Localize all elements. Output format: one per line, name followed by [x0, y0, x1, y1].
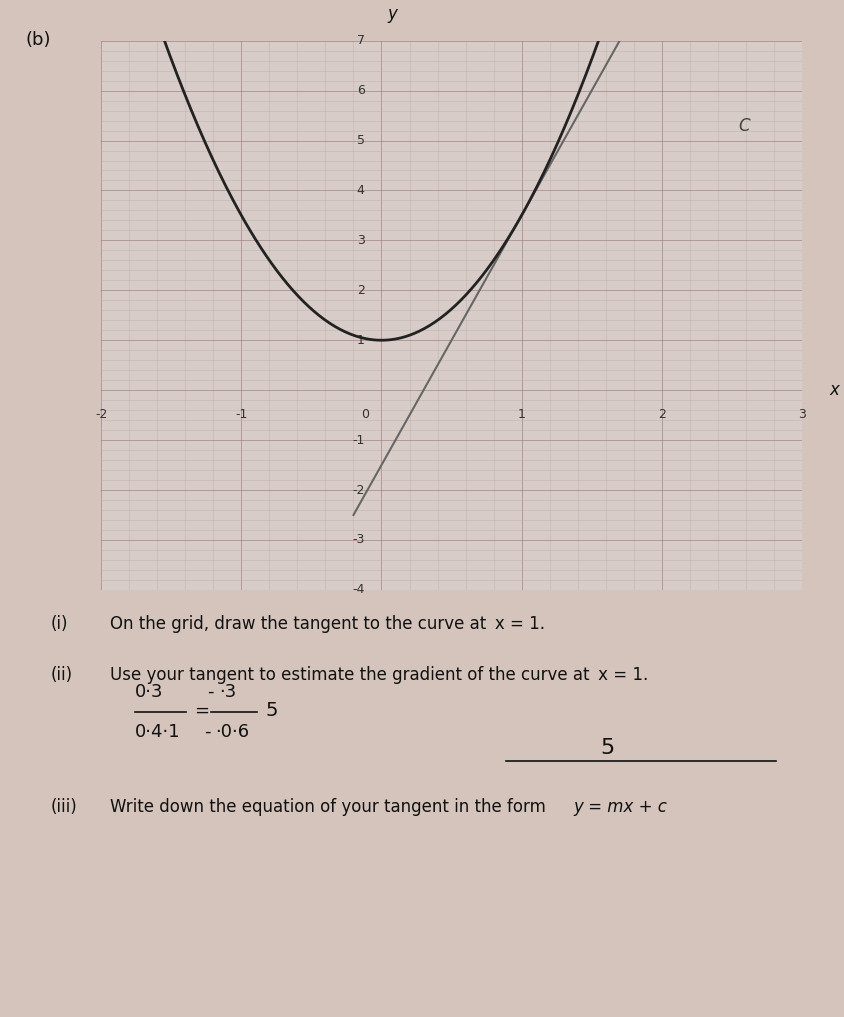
Text: Use your tangent to estimate the gradient of the curve at  x = 1.: Use your tangent to estimate the gradien…	[110, 666, 648, 684]
Text: =: =	[194, 702, 209, 720]
Text: ·0·6: ·0·6	[215, 723, 249, 741]
Text: -: -	[204, 723, 211, 741]
Text: -2: -2	[352, 483, 365, 496]
Text: 2: 2	[357, 284, 365, 297]
Text: (iii): (iii)	[51, 798, 78, 817]
Text: y: y	[387, 5, 398, 23]
Text: On the grid, draw the tangent to the curve at  x = 1.: On the grid, draw the tangent to the cur…	[110, 615, 544, 634]
Text: (b): (b)	[25, 31, 51, 49]
Text: x: x	[830, 381, 840, 399]
Text: 5: 5	[266, 702, 279, 720]
Text: 0·4·1: 0·4·1	[135, 723, 181, 741]
Text: 7: 7	[357, 35, 365, 47]
Text: 5: 5	[357, 134, 365, 147]
Text: 2: 2	[657, 408, 666, 421]
Text: 0·3: 0·3	[135, 682, 164, 701]
Text: -: -	[207, 682, 214, 701]
Text: 6: 6	[357, 84, 365, 97]
Text: 1: 1	[517, 408, 526, 421]
Text: y = mx + c: y = mx + c	[574, 798, 668, 817]
Text: Write down the equation of your tangent in the form: Write down the equation of your tangent …	[110, 798, 545, 817]
Text: 5: 5	[601, 737, 614, 758]
Text: -2: -2	[95, 408, 107, 421]
Text: -3: -3	[352, 534, 365, 546]
Text: (i): (i)	[51, 615, 68, 634]
Text: ·3: ·3	[219, 682, 236, 701]
Text: (ii): (ii)	[51, 666, 73, 684]
Text: -1: -1	[235, 408, 247, 421]
Text: C: C	[738, 117, 750, 134]
Text: 1: 1	[357, 334, 365, 347]
Text: -1: -1	[352, 433, 365, 446]
Text: 3: 3	[798, 408, 806, 421]
Text: 0: 0	[360, 408, 369, 421]
Text: 4: 4	[357, 184, 365, 197]
Text: 3: 3	[357, 234, 365, 247]
Text: -4: -4	[352, 584, 365, 596]
